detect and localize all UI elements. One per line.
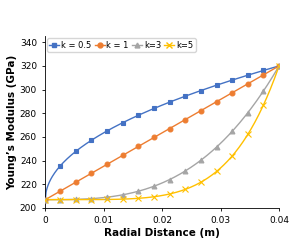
Legend: k = 0.5, k = 1, k=3, k=5: k = 0.5, k = 1, k=3, k=5 xyxy=(47,38,196,52)
Y-axis label: Young’s Modulus (GPa): Young’s Modulus (GPa) xyxy=(7,55,17,190)
X-axis label: Radial Distance (m): Radial Distance (m) xyxy=(104,228,220,238)
